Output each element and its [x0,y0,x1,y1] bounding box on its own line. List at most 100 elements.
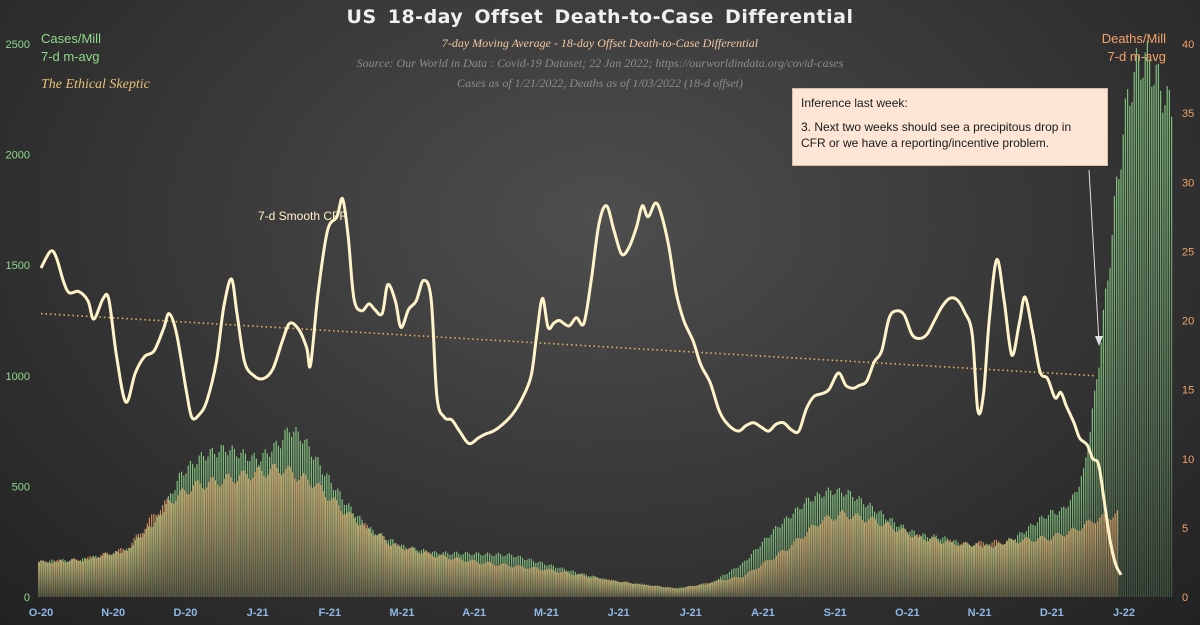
deaths-bar [74,558,76,597]
cases-bar [1096,379,1098,597]
deaths-bar [573,575,575,597]
cases-bar [1129,105,1131,598]
cases-bar [1127,89,1129,598]
cases-bar [77,561,79,597]
deaths-bar [507,565,509,597]
deaths-bar [60,560,62,597]
deaths-bar [162,505,164,597]
cases-bar [313,459,315,597]
deaths-bar [932,537,934,597]
deaths-bar [740,577,742,597]
cases-bar [669,587,671,597]
cases-bar [636,583,638,597]
deaths-bar [654,585,656,597]
cases-bar [1171,116,1173,598]
cfr-line [39,196,1123,576]
cases-bar [970,546,972,597]
cases-bar [143,533,145,597]
deaths-bar [1002,544,1004,597]
cases-bar [783,518,785,597]
cases-bar [469,554,471,597]
deaths-bar [709,583,711,597]
cases-bar [108,555,110,597]
cases-bar [940,539,942,597]
cases-bar [1012,540,1014,597]
deaths-bar [91,556,93,597]
cases-bar [746,560,748,597]
cases-bar [1017,535,1019,597]
deaths-bar [859,516,861,597]
cases-bar [665,587,667,597]
left-axis-ticks: 0 500 1000 1500 2000 2500 [6,39,30,604]
deaths-bar [137,533,139,597]
cases-bar [407,549,409,597]
cases-bar [284,429,286,597]
cases-bar [1032,524,1034,597]
deaths-bar [1097,521,1099,597]
cases-bar [946,538,948,597]
cases-bar [1102,309,1104,597]
deaths-bar [591,577,593,597]
cases-bar [634,583,636,597]
cases-bar [1109,267,1111,597]
deaths-bar [245,474,247,597]
deaths-bar [577,574,579,597]
deaths-bar [272,464,274,597]
cases-bar [101,555,103,597]
deaths-bar [736,577,738,597]
deaths-bar [472,559,474,597]
cases-bar [464,552,466,597]
deaths-bar [852,516,854,597]
cases-bar [365,528,367,597]
cases-bar [1133,72,1135,597]
deaths-bar [962,542,964,597]
deaths-bar [267,474,269,597]
deaths-bar [707,583,709,597]
cases-bar [959,545,961,597]
deaths-bar [536,567,538,597]
deaths-bar [632,583,634,597]
deaths-bar [412,548,414,597]
cases-bar [909,531,911,597]
deaths-bar [745,575,747,597]
right-axis-title-line2: 7-d m-avg [1107,49,1166,64]
cases-bar [621,582,623,597]
deaths-bar [342,514,344,597]
cases-bar [227,455,229,597]
cases-bar [836,489,838,597]
cases-bar [1028,526,1030,597]
deaths-bar [269,468,271,597]
deaths-bar [274,464,276,597]
cases-bar [1030,523,1032,597]
cases-bar [264,449,266,597]
cases-bar [495,554,497,597]
deaths-bar [197,480,199,597]
deaths-bar [157,514,159,597]
cases-bar [244,453,246,597]
x-axis-tick-label: J-21 [247,607,269,619]
cases-bar [713,581,715,597]
cases-bar [1008,537,1010,597]
cases-bar [1039,517,1041,597]
cases-bar [1036,522,1038,597]
cases-bar [134,540,136,597]
cases-bar [618,582,620,597]
deaths-bar [698,584,700,597]
cases-bar [328,475,330,597]
deaths-bar [580,574,582,597]
deaths-bar [626,581,628,597]
cases-bar [660,586,662,597]
deaths-bar [881,526,883,597]
x-axis-tick-label: A-21 [751,607,775,619]
deaths-bar [481,564,483,597]
deaths-bar [982,542,984,597]
cases-bar [374,534,376,597]
deaths-bar [694,585,696,597]
cases-bar [506,554,508,597]
deaths-bar [927,541,929,597]
cases-bar [579,573,581,597]
deaths-bar [1055,533,1057,597]
chart-title: US 18-day Offset Death-to-Case Different… [346,6,854,28]
deaths-bar [533,566,535,597]
cases-bar [588,576,590,597]
